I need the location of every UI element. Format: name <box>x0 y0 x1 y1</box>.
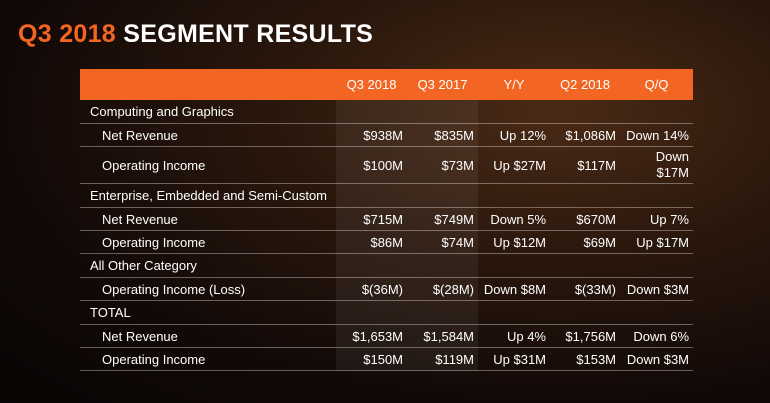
table-row: Operating Income (Loss) $(36M) $(28M) Do… <box>80 277 693 301</box>
row-label: Net Revenue <box>80 207 336 231</box>
table-row: Operating Income $86M $74M Up $12M $69M … <box>80 230 693 254</box>
title-rest: SEGMENT RESULTS <box>123 20 374 48</box>
table-row: Net Revenue $715M $749M Down 5% $670M Up… <box>80 207 693 231</box>
cell-q2-2018: $117M <box>550 146 620 184</box>
section-label: TOTAL <box>80 300 336 325</box>
cell-q3-2017: $835M <box>407 123 478 147</box>
title-accent: Q3 2018 <box>18 20 117 48</box>
cell-q2-2018: $153M <box>550 347 620 371</box>
row-label: Operating Income <box>80 146 336 184</box>
header-blank <box>80 69 336 100</box>
cell-q2-2018: $1,756M <box>550 324 620 348</box>
cell-yy: Up $12M <box>478 230 550 254</box>
section-row: Computing and Graphics <box>80 100 693 124</box>
table-row: Operating Income $100M $73M Up $27M $117… <box>80 146 693 184</box>
cell-qq: Up $17M <box>620 230 693 254</box>
row-label: Operating Income <box>80 347 336 371</box>
cell-q3-2017: $(28M) <box>407 277 478 301</box>
header-q3-2017: Q3 2017 <box>407 69 478 100</box>
section-row: Enterprise, Embedded and Semi-Custom <box>80 183 693 208</box>
cell-q3-2017: $74M <box>407 230 478 254</box>
cell-yy: Up 12% <box>478 123 550 147</box>
cell-qq: Down $3M <box>620 277 693 301</box>
cell-yy: Up $27M <box>478 146 550 184</box>
section-row: All Other Category <box>80 253 693 278</box>
cell-q3-2018: $938M <box>336 123 407 147</box>
header-yy: Y/Y <box>478 69 550 100</box>
section-label: Enterprise, Embedded and Semi-Custom <box>80 183 336 208</box>
cell-q3-2018: $150M <box>336 347 407 371</box>
table-header-row: Q3 2018 Q3 2017 Y/Y Q2 2018 Q/Q <box>80 69 693 100</box>
cell-q3-2017: $73M <box>407 146 478 184</box>
row-label: Net Revenue <box>80 324 336 348</box>
cell-yy: Up 4% <box>478 324 550 348</box>
header-qq: Q/Q <box>620 69 693 100</box>
row-label: Net Revenue <box>80 123 336 147</box>
cell-q3-2017: $119M <box>407 347 478 371</box>
cell-q3-2018: $715M <box>336 207 407 231</box>
cell-yy: Down $8M <box>478 277 550 301</box>
cell-qq: Up 7% <box>620 207 693 231</box>
cell-qq: Down 6% <box>620 324 693 348</box>
cell-qq: Down $3M <box>620 347 693 371</box>
segment-results-table: Q3 2018 Q3 2017 Y/Y Q2 2018 Q/Q Computin… <box>80 69 693 371</box>
cell-qq: Down $17M <box>620 146 693 184</box>
table-row: Net Revenue $1,653M $1,584M Up 4% $1,756… <box>80 324 693 348</box>
cell-qq: Down 14% <box>620 123 693 147</box>
cell-q2-2018: $1,086M <box>550 123 620 147</box>
cell-q3-2017: $749M <box>407 207 478 231</box>
cell-q3-2018: $86M <box>336 230 407 254</box>
cell-q2-2018: $670M <box>550 207 620 231</box>
table-row: Net Revenue $938M $835M Up 12% $1,086M D… <box>80 123 693 147</box>
page-title: Q3 2018 SEGMENT RESULTS <box>18 20 373 49</box>
cell-yy: Down 5% <box>478 207 550 231</box>
section-row: TOTAL <box>80 300 693 325</box>
cell-q2-2018: $69M <box>550 230 620 254</box>
header-q3-2018: Q3 2018 <box>336 69 407 100</box>
table-row: Operating Income $150M $119M Up $31M $15… <box>80 347 693 371</box>
cell-q3-2018: $100M <box>336 146 407 184</box>
cell-q2-2018: $(33M) <box>550 277 620 301</box>
cell-yy: Up $31M <box>478 347 550 371</box>
header-q2-2018: Q2 2018 <box>550 69 620 100</box>
section-label: Computing and Graphics <box>80 100 336 124</box>
cell-q3-2017: $1,584M <box>407 324 478 348</box>
row-label: Operating Income (Loss) <box>80 277 336 301</box>
section-label: All Other Category <box>80 253 336 278</box>
cell-q3-2018: $(36M) <box>336 277 407 301</box>
row-label: Operating Income <box>80 230 336 254</box>
cell-q3-2018: $1,653M <box>336 324 407 348</box>
